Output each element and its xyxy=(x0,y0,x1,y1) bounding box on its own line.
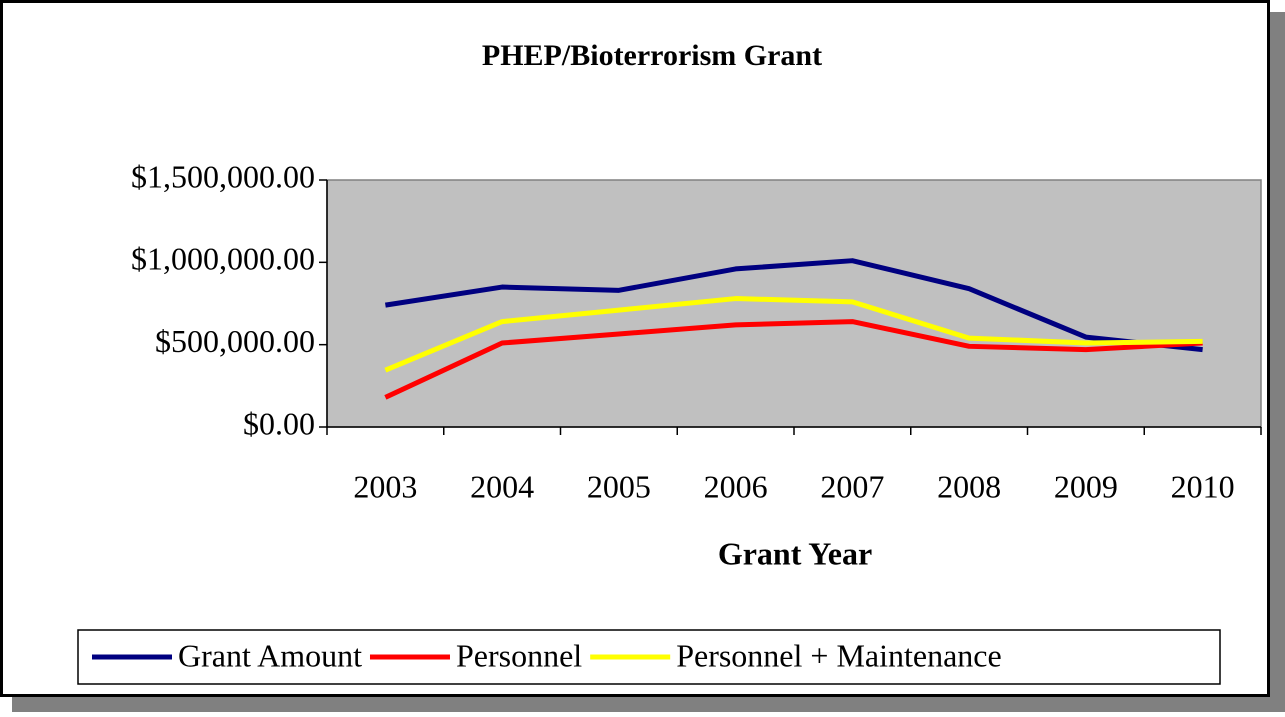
x-tick-label: 2006 xyxy=(704,468,768,504)
plot-area xyxy=(326,179,1262,428)
legend-label: Personnel xyxy=(456,637,582,673)
y-tick-label: $500,000.00 xyxy=(155,323,315,359)
x-tick-label: 2007 xyxy=(820,468,884,504)
chart-title: PHEP/Bioterrorism Grant xyxy=(482,39,822,72)
series-line xyxy=(384,296,1203,373)
legend-label: Grant Amount xyxy=(178,637,362,673)
y-tick-label: $0.00 xyxy=(243,405,315,441)
series-line xyxy=(384,258,1203,353)
x-tick-label: 2005 xyxy=(587,468,651,504)
x-axis-title: Grant Year xyxy=(718,535,872,571)
legend-label: Personnel + Maintenance xyxy=(676,637,1002,673)
shadow xyxy=(1270,12,1285,712)
x-tick-label: 2010 xyxy=(1171,468,1235,504)
x-tick-label: 2009 xyxy=(1054,468,1118,504)
series-line xyxy=(384,319,1203,400)
x-tick-label: 2003 xyxy=(353,468,417,504)
x-tick-label: 2008 xyxy=(937,468,1001,504)
y-tick-label: $1,500,000.00 xyxy=(131,158,315,194)
x-tick-label: 2004 xyxy=(470,468,534,504)
y-tick-label: $1,000,000.00 xyxy=(131,241,315,277)
shadow xyxy=(12,697,1285,712)
